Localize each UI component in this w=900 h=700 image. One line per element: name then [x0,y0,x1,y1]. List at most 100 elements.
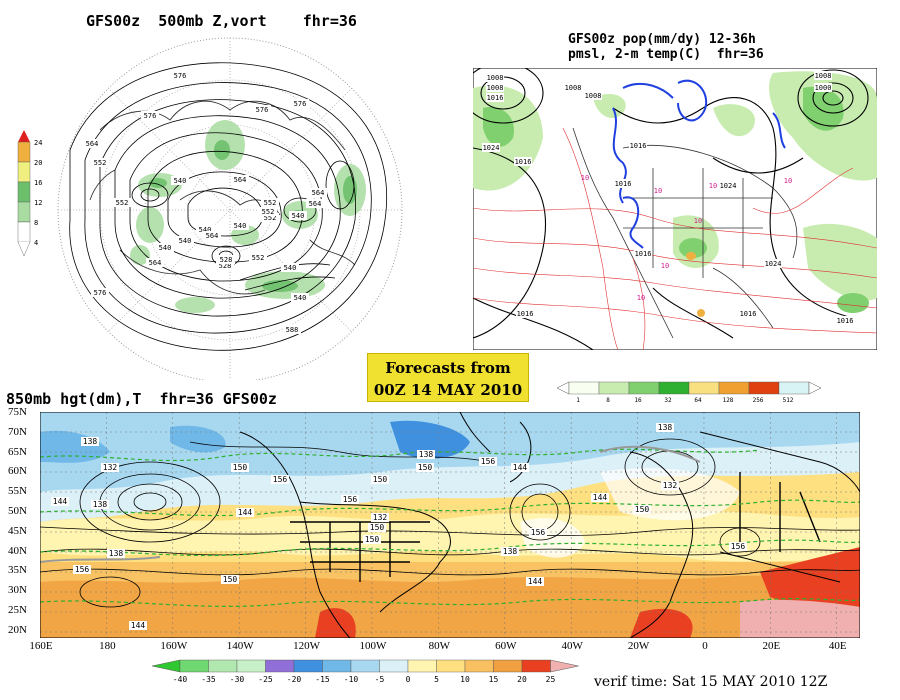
isobar-label-bg [486,83,504,92]
height-500mb-label-bg [217,255,235,264]
isobar-label: 1008 [585,92,602,100]
precip-colorbar-tick: 8 [606,397,610,404]
height-850mb-label-bg [73,565,91,574]
latitude-label: 50N [8,505,27,517]
isobar-label-bg [739,309,757,318]
height-850mb-label: 156 [481,457,496,466]
isobar-label: 1008 [487,84,504,92]
longitude-label: 120W [293,640,321,652]
precip-colorbar-tick: 1 [576,397,580,404]
height-500mb-label-bg [113,198,131,207]
temp-colorbar-tick: -30 [230,675,245,684]
temp-colorbar-tick: -35 [201,675,216,684]
vorticity-colorbar: 4 8 12 16 20 24 [17,130,42,257]
precip-colorbar-swatch [598,381,630,395]
height-500mb-label-bg [203,231,221,240]
height-500mb-label-bg [261,198,279,207]
longitude-label: 20W [627,640,650,652]
height-500mb-label: 540 [179,237,192,245]
isobar-label: 1024 [720,182,737,190]
height-500mb-label: 540 [234,222,247,230]
height-850mb-label: 138 [419,450,434,459]
precip-colorbar-swatch [778,381,810,395]
height-500mb-label-bg [171,71,189,80]
height-500mb-label-bg [176,236,194,245]
precip-colorbar-swatch [718,381,750,395]
temp-colorbar-swatch [436,659,466,673]
isobar-label: 1016 [615,180,632,188]
height-850mb-label-bg [101,463,119,472]
isobar-label-bg [486,73,504,82]
height-850mb-label: 132 [103,463,118,472]
height-850mb-label: 144 [528,577,543,586]
longitude-label: 60W [495,640,517,652]
longitude-label: 160W [160,640,188,652]
height-850mb-label: 150 [635,505,650,514]
height-850mb-label: 150 [365,535,380,544]
height-500mb-label-bg [283,325,301,334]
isobar-label: 1016 [635,250,652,258]
precip-colorbar-min-arrow [556,381,570,395]
latitude-label: 35N [8,564,27,577]
isobar-label: 1024 [483,144,500,152]
height-500mb-label-bg [306,199,324,208]
isobar-label: 1000 [815,84,832,92]
height-850mb-label-bg [371,475,389,484]
isobar-label: 1016 [517,310,534,318]
height-850mb-label: 144 [53,497,68,506]
isobar-label: 1024 [765,260,782,268]
height-500mb-label: 540 [284,264,297,272]
temp-colorbar-swatch [493,659,523,673]
panel-precip-title-line1: GFS00z pop(mm/dy) 12-36h [568,32,756,47]
height-500mb-label-bg [141,111,159,120]
precip-colorbar-tick: 64 [694,397,702,404]
isobar-label: 1016 [515,158,532,166]
height-500mb-label: 540 [159,244,172,252]
isobar-label: 1008 [815,72,832,80]
height-850mb-label: 156 [531,528,546,537]
longitude-label: 0 [702,640,708,652]
height-850mb-label: 156 [731,542,746,551]
height-500mb-label-bg [291,293,309,302]
height-850mb-label-bg [368,523,386,532]
longitude-label: 80W [428,640,451,652]
height-500mb-label: 588 [286,326,299,334]
height-850mb-label-bg [371,513,389,522]
temp-colorbar-swatch [464,659,494,673]
isobar-label: 1008 [487,74,504,82]
height-500mb-label-bg [231,221,249,230]
height-850mb-label-bg [363,535,381,544]
height-500mb-label-bg [216,261,234,270]
forecast-init-banner: Forecasts from 00Z 14 MAY 2010 [367,353,529,402]
banner-line2: 00Z 14 MAY 2010 [373,381,523,399]
latitude-label: 65N [8,445,27,458]
height-500mb-label-bg [309,188,327,197]
height-850mb-label: 150 [373,475,388,484]
isobar-label-bg [836,316,854,325]
isobar-label-bg [564,83,582,92]
height-500mb-label-bg [196,225,214,234]
latitude-label: 75N [8,406,27,418]
height-500mb-label: 540 [294,294,307,302]
height-500mb-label: 564 [149,259,162,267]
temp-colorbar-swatch [407,659,437,673]
temperature-label: 10 [637,294,645,302]
precip-colorbar-swatch [748,381,780,395]
height-850mb-label: 156 [343,495,358,504]
isobar-label-bg [719,181,737,190]
height-850mb-label-bg [107,549,125,558]
temp-colorbar-min-arrow [151,659,181,673]
latitude-label: 55N [8,485,27,498]
height-500mb-label: 576 [256,106,269,114]
temp-colorbar-tick: 15 [489,675,499,684]
height-500mb-label-bg [289,211,307,220]
vorticity-colorbar-tick: 12 [34,199,42,207]
temperature-colorbar: -40 -35 -30 -25 -20 -15 -10 -5 0 5 10 15 20 25 [151,659,579,684]
temp-colorbar-tick: -25 [258,675,273,684]
longitude-label: 100W [359,640,387,652]
isobar-label: 1008 [565,84,582,92]
longitude-label: 180 [99,640,116,652]
height-500mb-label-bg [259,207,277,216]
precip-colorbar-swatch [568,381,600,395]
height-500mb-label-bg [261,213,279,222]
